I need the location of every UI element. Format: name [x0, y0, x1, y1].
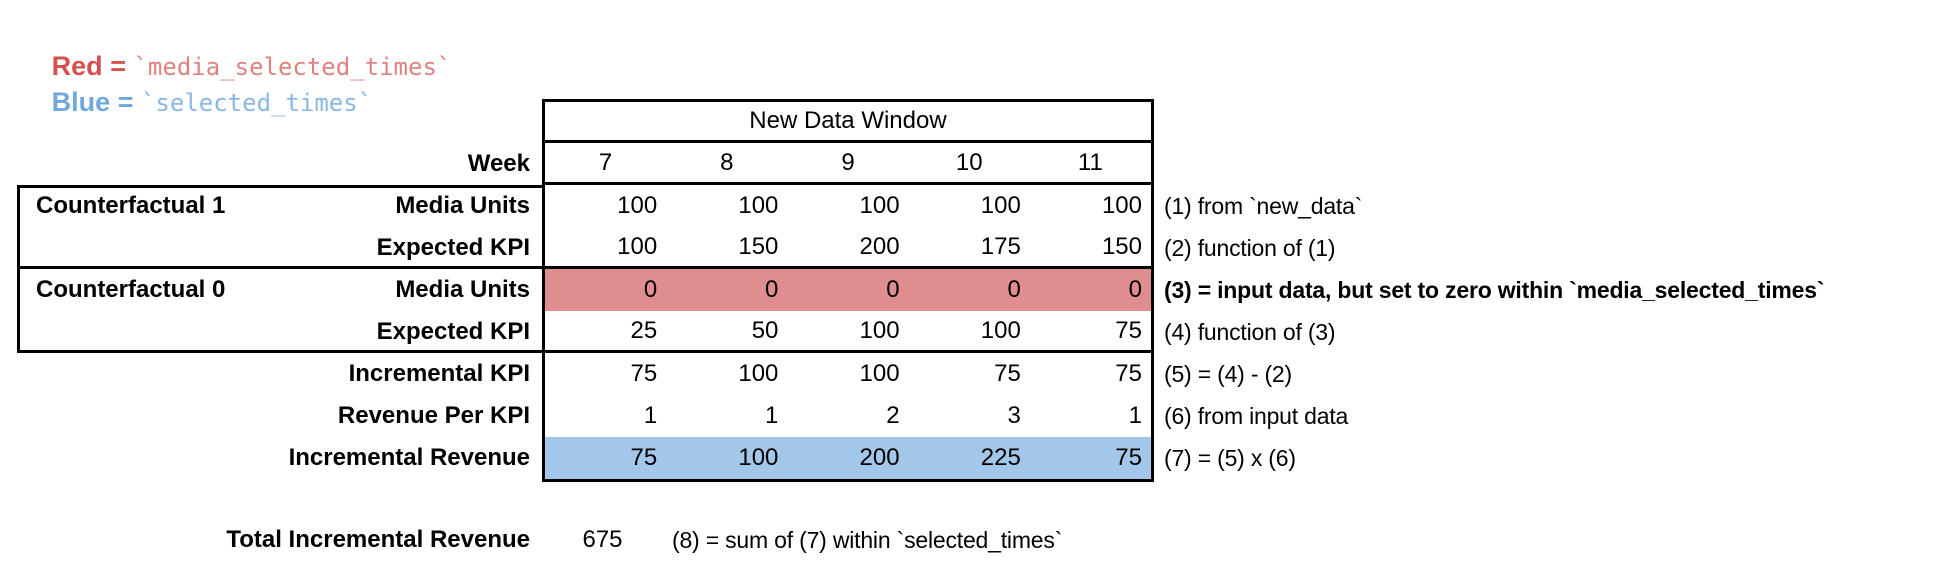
- table-cell: 75: [1115, 360, 1142, 387]
- row-label-incremental-kpi: Incremental KPI: [348, 360, 530, 387]
- annotation-4: (4) function of (3): [1164, 319, 1336, 345]
- week-cell: 11: [1029, 143, 1151, 185]
- table-cell: 75: [1029, 311, 1151, 353]
- row-label-revenue-per-kpi: Revenue Per KPI: [337, 402, 530, 429]
- table-cell-highlight-blue: 225: [908, 437, 1030, 479]
- annotation-7: (7) = (5) x (6): [1164, 445, 1296, 471]
- legend-blue-equals: =: [110, 87, 141, 117]
- table-cell: 100: [617, 192, 658, 219]
- week-cell: 8: [666, 143, 788, 185]
- table-cell-highlight-red: 0: [666, 269, 788, 311]
- table-cell-highlight-red: 0: [545, 269, 667, 311]
- row-label-incremental-revenue: Incremental Revenue: [288, 444, 530, 471]
- table-header-new-data-window: New Data Window: [545, 102, 1151, 143]
- row-label-media-units-cf0: Media Units: [395, 276, 530, 303]
- table-cell: 1: [765, 402, 779, 429]
- table-cell: 200: [787, 227, 909, 269]
- table-cell-highlight-red: 0: [908, 269, 1030, 311]
- table-cell: 175: [908, 227, 1030, 269]
- table-cell: 100: [738, 192, 779, 219]
- data-table: New Data Window 7 8 9 10 11 100 100 100 …: [542, 99, 1154, 482]
- table-cell-highlight-blue: 100: [666, 437, 788, 479]
- color-legend: Red = `media_selected_times` Blue = `sel…: [25, 12, 452, 117]
- legend-blue-line: Blue = `selected_times`: [25, 48, 451, 117]
- table-cell: 150: [666, 227, 788, 269]
- legend-red-label: Red: [51, 51, 103, 81]
- row-label-expected-kpi-cf0: Expected KPI: [376, 318, 530, 345]
- total-incremental-revenue-value: 675: [582, 526, 623, 553]
- table-cell: 1: [1128, 402, 1142, 429]
- counterfactual-divider-line: [17, 266, 542, 269]
- table-cell: 1: [643, 402, 658, 429]
- annotation-1: (1) from `new_data`: [1164, 193, 1363, 219]
- table-cell: 25: [545, 311, 667, 353]
- row-label-media-units-cf1: Media Units: [395, 192, 530, 219]
- table-cell: 150: [1029, 227, 1151, 269]
- counterfactual-boxes-border: [17, 185, 542, 353]
- legend-blue-code: `selected_times`: [140, 89, 373, 117]
- legend-red-line: Red = `media_selected_times`: [25, 12, 452, 81]
- table-cell-highlight-red: 0: [1029, 269, 1151, 311]
- annotation-3: (3) = input data, but set to zero within…: [1164, 277, 1825, 303]
- annotation-8: (8) = sum of (7) within `selected_times`: [672, 527, 1063, 553]
- table-cell: 3: [1007, 402, 1021, 429]
- week-cell: 7: [545, 143, 667, 185]
- table-cell: 100: [787, 311, 909, 353]
- total-incremental-revenue-label: Total Incremental Revenue: [226, 526, 530, 553]
- legend-blue-label: Blue: [51, 87, 111, 117]
- table-cell-highlight-blue: 200: [787, 437, 909, 479]
- table-cell: 75: [994, 360, 1021, 387]
- group-label-counterfactual-0: Counterfactual 0: [36, 276, 226, 303]
- week-row-label: Week: [467, 150, 530, 177]
- week-cell: 9: [787, 143, 909, 185]
- annotation-2: (2) function of (1): [1164, 235, 1336, 261]
- table-cell-highlight-blue: 75: [545, 437, 667, 479]
- annotation-5: (5) = (4) - (2): [1164, 361, 1292, 387]
- table-cell: 100: [1101, 192, 1142, 219]
- week-cell: 10: [908, 143, 1030, 185]
- table-cell-highlight-red: 0: [787, 269, 909, 311]
- table-cell: 100: [738, 360, 779, 387]
- legend-red-code: `media_selected_times`: [133, 53, 452, 81]
- table-cell-highlight-blue: 75: [1029, 437, 1151, 479]
- row-label-expected-kpi-cf1: Expected KPI: [376, 234, 530, 261]
- table-cell: 50: [666, 311, 788, 353]
- table-cell: 100: [545, 227, 667, 269]
- table-cell: 100: [908, 311, 1030, 353]
- table-cell: 2: [886, 402, 900, 429]
- group-label-counterfactual-1: Counterfactual 1: [36, 192, 226, 219]
- table-cell: 75: [630, 360, 658, 387]
- legend-red-equals: =: [102, 51, 134, 81]
- table-cell: 100: [859, 192, 900, 219]
- table-cell: 100: [980, 192, 1021, 219]
- annotation-6: (6) from input data: [1164, 403, 1349, 429]
- table-cell: 100: [859, 360, 900, 387]
